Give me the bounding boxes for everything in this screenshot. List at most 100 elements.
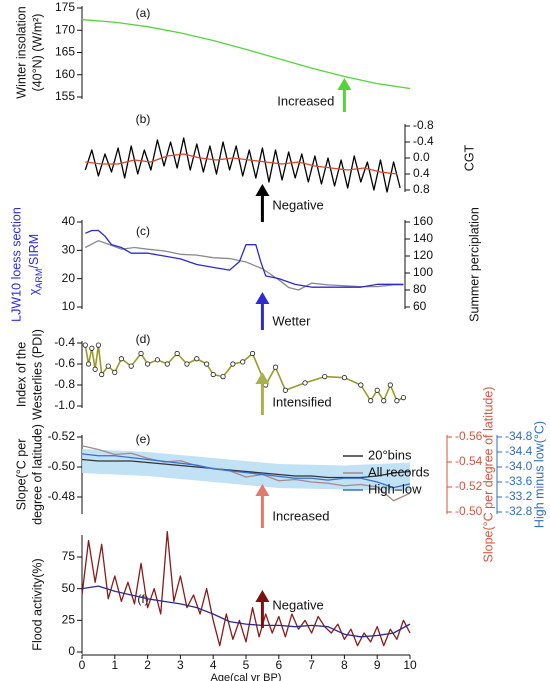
point [184,361,190,367]
tick-label: -0.4 [413,134,434,148]
tick-label: -1.0 [54,398,75,412]
axis-title: Westerlies (PDI) [30,329,44,420]
x-tick-label: 10 [403,658,417,672]
point [85,361,92,367]
axis-title: Summer perciplation [467,207,481,322]
panel-label: (c) [136,224,150,238]
axis-title: Slope(°C per degree of latitude) [481,387,495,563]
tick-label: 10 [62,299,76,313]
panel-label: (d) [136,332,151,346]
arrow-head [255,590,270,602]
point [381,398,387,404]
tick-label: -0.52 [455,479,483,493]
tick-label: -0.56 [455,429,483,443]
x-tick-label: 8 [341,658,348,672]
point [341,375,347,381]
point [210,371,216,378]
arrow-head [255,484,270,496]
x-tick-label: 0 [79,658,86,672]
axis-title: Winter insolation [14,6,28,98]
tick-label: 100 [413,265,433,279]
tick-label: -0.8 [54,377,75,391]
tick-label: 160 [413,214,433,228]
series-line [85,153,397,175]
legend-label: All records [368,464,430,479]
annotation: Wetter [272,313,311,328]
x-tick-label: 4 [210,658,217,672]
panel-label: (f) [137,592,148,606]
tick-label: 120 [413,248,433,262]
point [220,373,226,380]
point [92,366,98,372]
point [249,350,256,357]
point [138,350,144,357]
axis-title: LJW10 loess section [9,207,23,322]
point [394,398,400,404]
annotation: Negative [272,597,323,612]
point [99,371,105,378]
tick-label: -33.6 [505,474,533,488]
point [174,350,180,357]
x-tick-label: 2 [144,658,151,672]
annotation: Intensified [272,394,331,409]
tick-label: 40 [62,214,76,228]
panel-label: (a) [136,6,151,20]
tick-label: 30 [62,243,76,257]
point [240,359,246,365]
tick-label: 50 [62,581,76,595]
annotation: Negative [272,197,323,212]
axis-title: (40°N) (W/m²) [30,14,44,92]
axis-title-part: χ [27,288,41,295]
point [374,387,380,393]
tick-label: 155 [55,89,75,103]
series-line [81,531,411,647]
axis-title: Flood activity(%) [30,558,44,650]
point [164,361,170,367]
axis-title: degree of latitude) [30,424,44,525]
tick-label: -0.50 [48,459,76,473]
point [230,361,236,367]
point [128,363,134,369]
series-line [81,458,411,479]
point [204,361,210,367]
series-line [81,453,411,489]
series-line [81,445,411,502]
panel-label: (b) [136,112,151,126]
axis-title: Slope(°C per [14,439,28,511]
axis-title-part: ARM [34,269,44,289]
tick-label: 75 [62,549,76,563]
tick-label: -0.54 [455,454,483,468]
x-tick-label: 3 [177,658,184,672]
tick-label: -34.0 [505,459,533,473]
tick-label: 170 [55,22,75,36]
panel-label: (e) [136,432,151,446]
x-tick-label: 9 [374,658,381,672]
point [105,363,111,369]
tick-label: 20 [62,271,76,285]
point [145,361,151,367]
point [112,369,118,375]
tick-label: 160 [55,67,75,81]
point [89,345,95,351]
point [118,356,124,362]
series-line [81,18,411,90]
point [282,387,288,393]
x-tick-label: 1 [111,658,118,672]
point [358,382,364,388]
tick-label: -0.6 [54,356,75,370]
tick-label: 0.4 [413,166,430,180]
x-tick-label: 6 [275,658,282,672]
annotation: Increased [272,508,329,523]
axis-title: χARM/SIRM [27,234,44,295]
tick-label: 80 [413,282,427,296]
arrow-head [255,292,270,304]
legend-label: High–low [368,481,422,496]
series-line [84,137,401,193]
tick-label: 60 [413,299,427,313]
tick-label: 140 [413,231,433,245]
legend-label: 20°bins [368,447,412,462]
tick-label: 175 [55,0,75,14]
tick-label: -33.2 [505,489,533,503]
tick-label: -32.8 [505,504,533,518]
